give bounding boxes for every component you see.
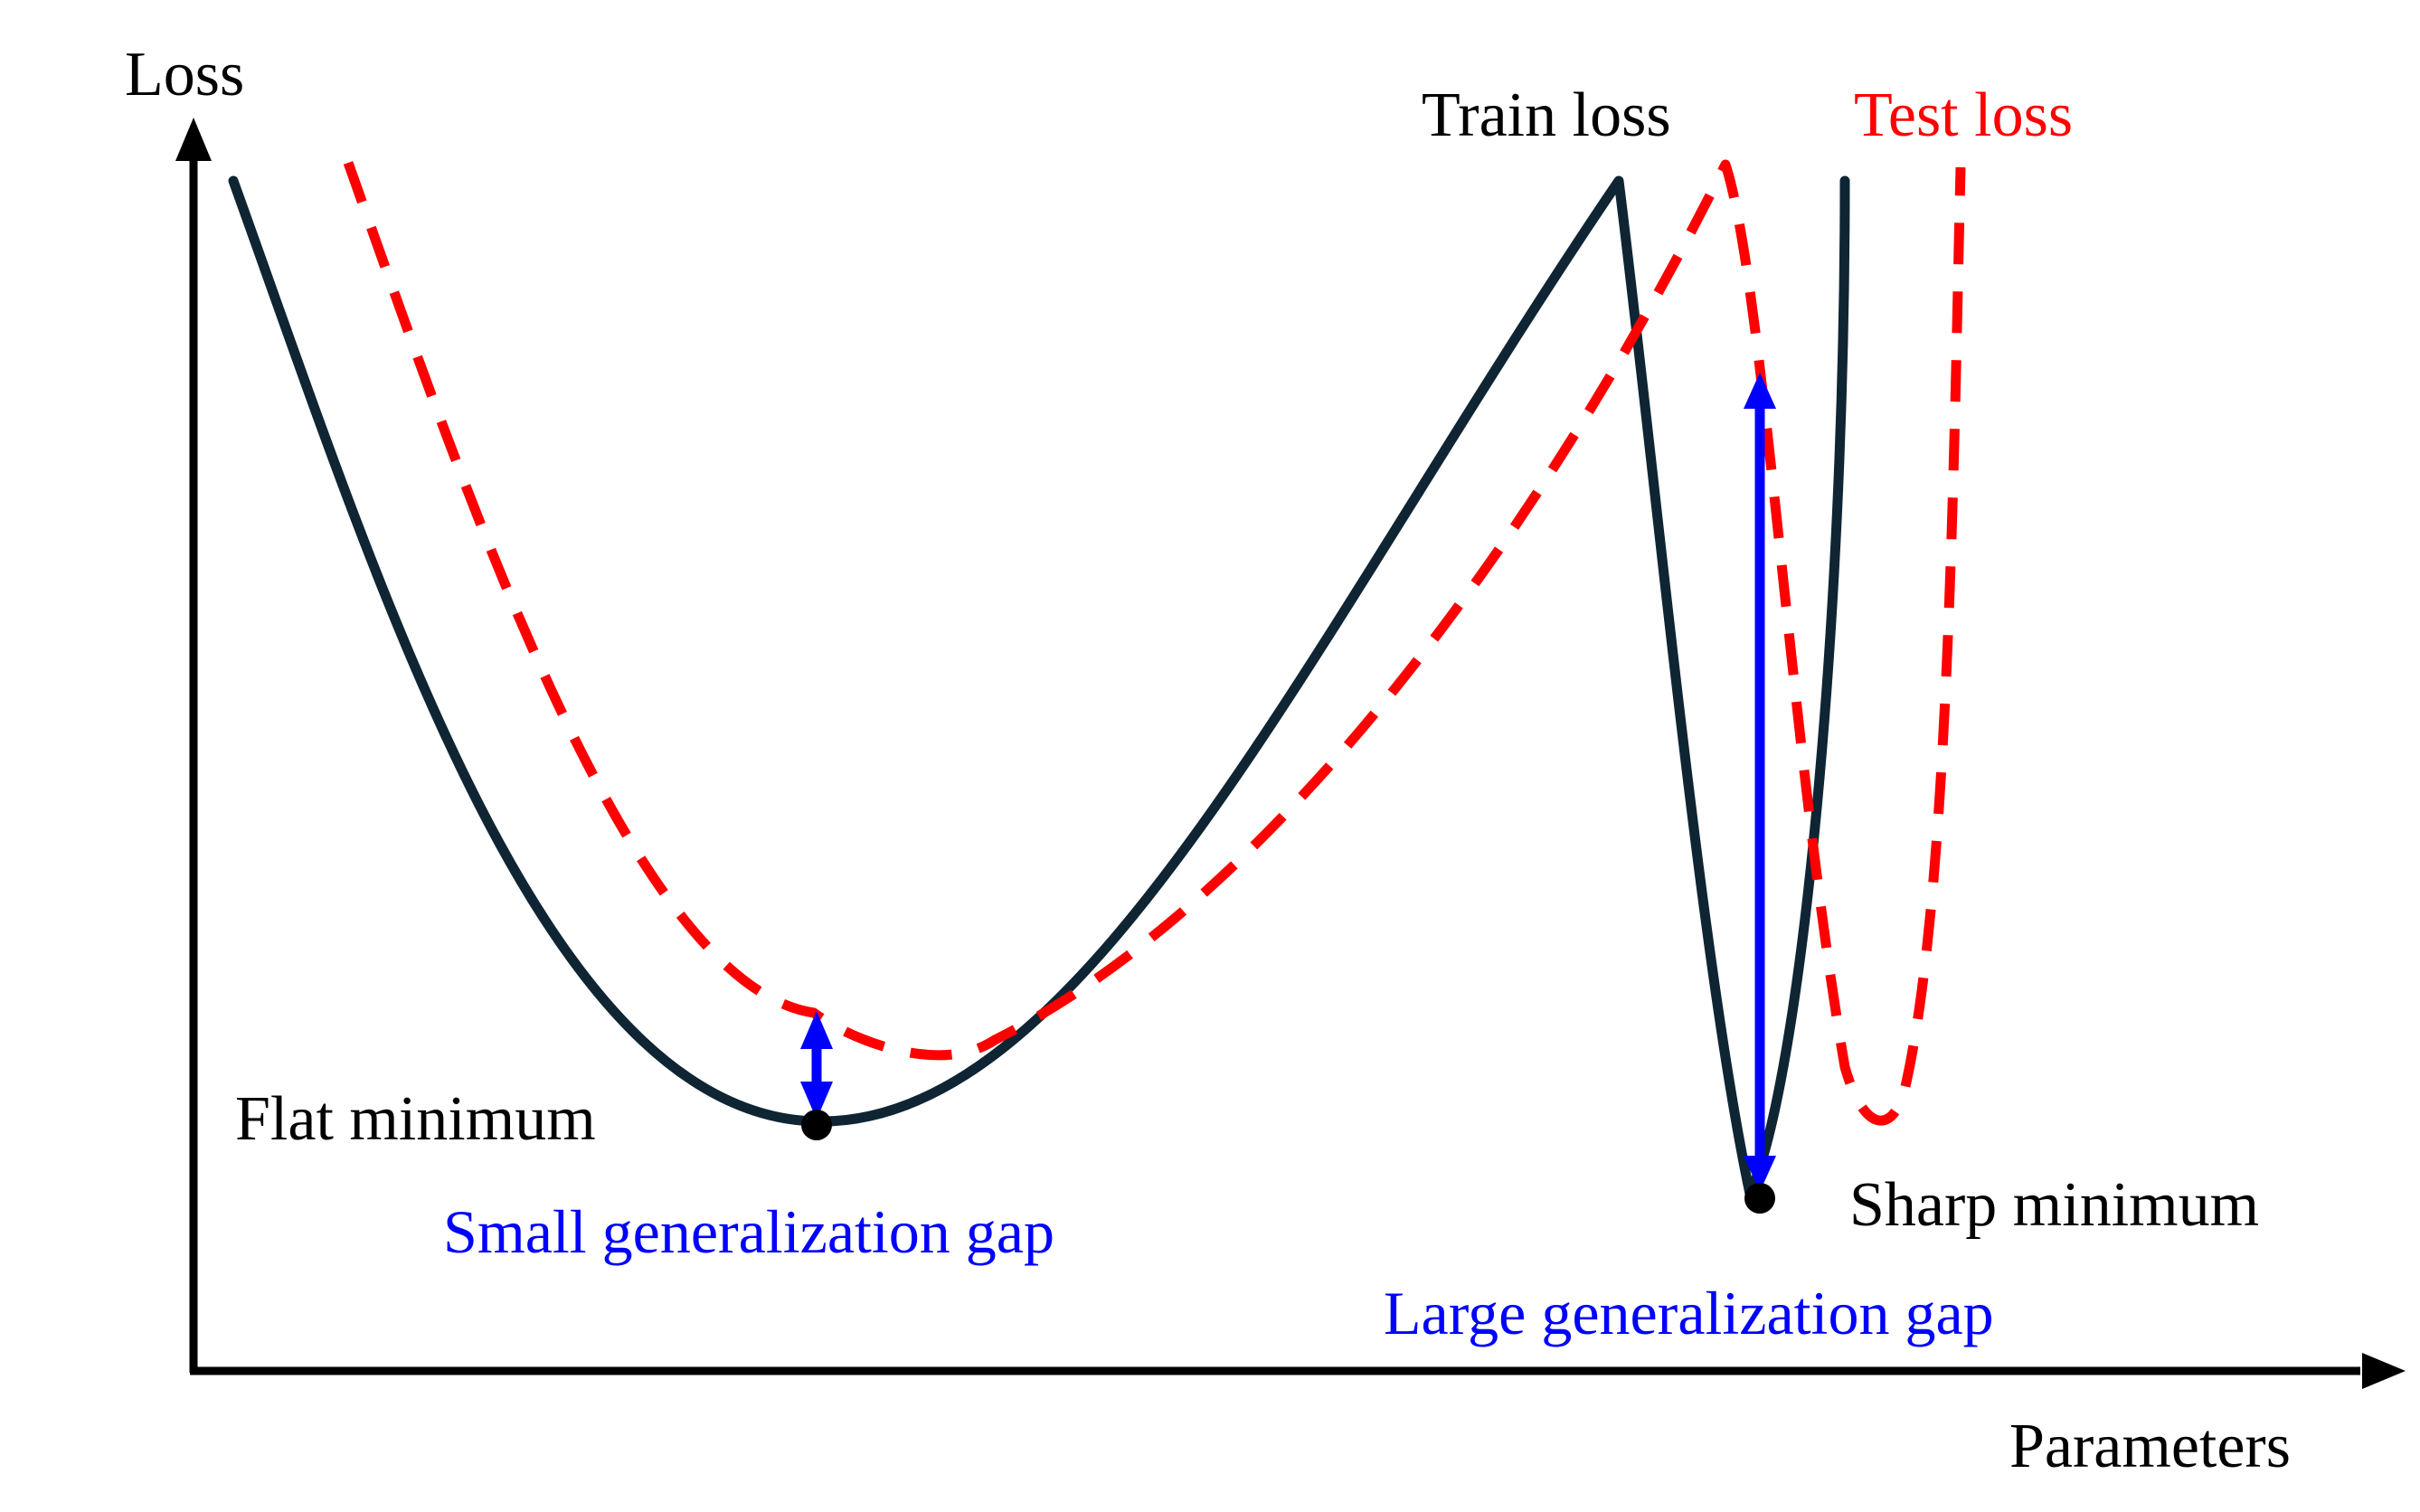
test-loss-curve	[343, 159, 1966, 1126]
small-gap-arrow	[800, 1011, 833, 1120]
sharp-minimum-dot	[1744, 1183, 1775, 1214]
large-gap-arrow	[1744, 373, 1776, 1192]
y-axis-arrowhead	[175, 118, 212, 161]
flat-minimum-label: Flat minimum	[235, 1084, 596, 1154]
x-axis-label: Parameters	[2009, 1412, 2291, 1481]
large-gap-label: Large generalization gap	[1384, 1279, 1994, 1347]
x-axis-arrowhead	[2362, 1353, 2406, 1389]
sharp-minimum-label: Sharp minimum	[1849, 1170, 2259, 1240]
axes	[175, 118, 2406, 1389]
train-loss-label: Train loss	[1422, 80, 1671, 150]
flat-minimum-dot	[801, 1110, 832, 1140]
small-gap-label: Small generalization gap	[443, 1197, 1054, 1266]
y-axis-label: Loss	[125, 40, 244, 109]
train-loss-curve	[228, 175, 1850, 1199]
test-loss-label: Test loss	[1854, 80, 2073, 150]
